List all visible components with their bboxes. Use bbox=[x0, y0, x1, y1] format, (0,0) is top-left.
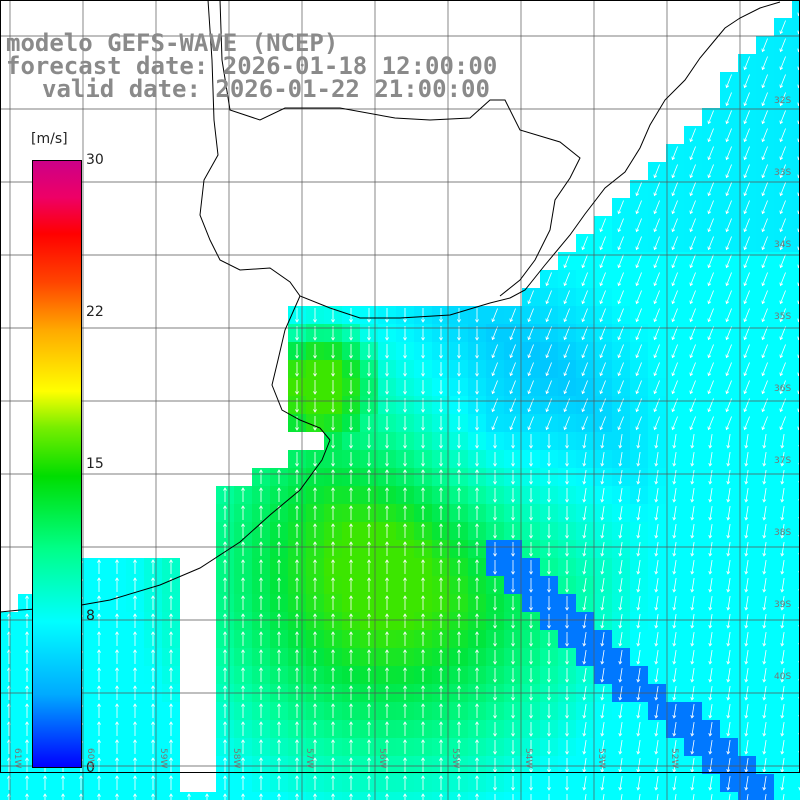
lon-label: 59W bbox=[158, 748, 168, 768]
lon-label: 54W bbox=[523, 748, 533, 768]
colorbar-tick-8: 8 bbox=[86, 608, 95, 624]
lon-label: 60W bbox=[85, 748, 95, 768]
lat-label: 33S bbox=[774, 168, 791, 178]
lat-label: 37S bbox=[774, 456, 791, 466]
lat-label: 38S bbox=[774, 528, 791, 538]
lat-label: 34S bbox=[774, 240, 791, 250]
colorbar-unit: [m/s] bbox=[31, 131, 68, 147]
lon-label: 53W bbox=[596, 748, 606, 768]
valid-date: valid date: 2026-01-22 21:00:00 bbox=[42, 77, 490, 101]
lon-label: 61W bbox=[12, 748, 22, 768]
lat-label: 36S bbox=[774, 384, 791, 394]
colorbar-tick-30: 30 bbox=[86, 152, 104, 168]
colorbar-tick-15: 15 bbox=[86, 456, 104, 472]
lon-label: 57W bbox=[304, 748, 314, 768]
lon-label: 55W bbox=[450, 748, 460, 768]
lat-label: 40S bbox=[774, 672, 791, 682]
lat-label: 39S bbox=[774, 600, 791, 610]
colorbar-tick-22: 22 bbox=[86, 304, 104, 320]
lon-label: 58W bbox=[231, 748, 241, 768]
lon-label: 56W bbox=[377, 748, 387, 768]
lat-label: 35S bbox=[774, 312, 791, 322]
lat-label: 32S bbox=[774, 96, 791, 106]
colorbar bbox=[32, 160, 82, 768]
lon-label: 52W bbox=[669, 748, 679, 768]
